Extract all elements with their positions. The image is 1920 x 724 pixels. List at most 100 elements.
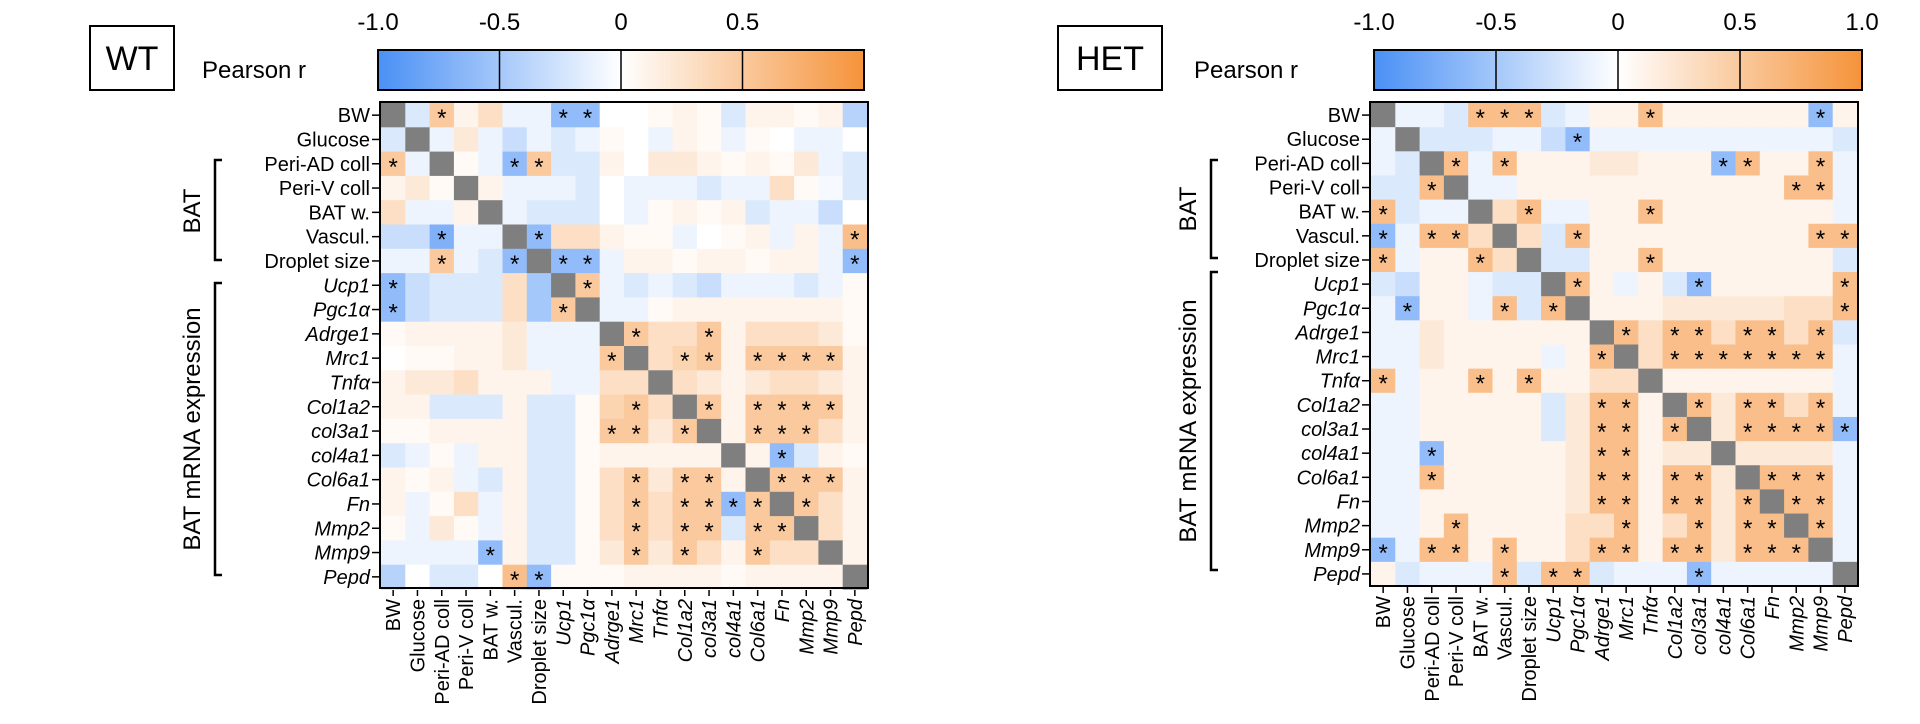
wt-heatmap-cell — [551, 443, 576, 469]
het-row-label: Mmp9 — [1304, 540, 1360, 562]
het-heatmap-cell — [1541, 247, 1566, 273]
het-heatmap-cell — [1541, 392, 1566, 418]
wt-heatmap-cell — [551, 491, 576, 517]
wt-heatmap-cell — [381, 394, 406, 420]
het-heatmap-cell — [1832, 441, 1858, 466]
het-significance-star: * — [1792, 419, 1801, 446]
het-significance-star: * — [1767, 540, 1776, 567]
het-heatmap-cell — [1808, 368, 1834, 394]
het-heatmap-cell — [1419, 127, 1445, 152]
wt-significance-star: * — [704, 397, 713, 424]
het-heatmap-cell — [1395, 441, 1421, 466]
wt-heatmap-cell — [599, 467, 625, 493]
het-heatmap-cell — [1565, 513, 1591, 539]
wt-heatmap-cell — [478, 175, 504, 201]
wt-heatmap-cell — [624, 151, 649, 177]
het-heatmap-cell — [1614, 368, 1639, 394]
wt-heatmap-cell — [672, 564, 698, 590]
wt-heatmap-cell — [818, 540, 844, 566]
het-heatmap-cell — [1662, 175, 1688, 201]
wt-heatmap-cell — [745, 321, 771, 347]
het-heatmap-cell — [1686, 344, 1712, 370]
wt-heatmap-cell — [769, 297, 795, 323]
wt-heatmap-cell — [502, 127, 528, 153]
wt-col-label: Ucp1 — [553, 599, 575, 646]
het-heatmap-cell — [1589, 561, 1615, 587]
het-heatmap-cell — [1443, 344, 1469, 370]
het-significance-star: * — [1694, 540, 1703, 567]
wt-col-label: Tnfα — [650, 598, 672, 639]
het-heatmap-cell — [1735, 103, 1761, 128]
het-significance-star: * — [1670, 347, 1679, 374]
het-heatmap-cell — [1662, 465, 1688, 490]
het-heatmap-cell — [1614, 296, 1639, 321]
het-heatmap-cell — [1686, 175, 1712, 201]
wt-heatmap-cell — [453, 467, 479, 493]
het-heatmap-cell — [1443, 537, 1469, 563]
het-title-box — [1057, 25, 1163, 91]
wt-heatmap-cell — [818, 418, 844, 444]
het-heatmap-cell — [1492, 175, 1518, 201]
wt-heatmap-cell — [453, 443, 479, 469]
wt-heatmap-cell — [842, 321, 868, 347]
het-heatmap-cell — [1443, 368, 1469, 394]
wt-heatmap-cell — [672, 127, 698, 153]
wt-heatmap-cell — [672, 200, 698, 226]
wt-heatmap-cell — [599, 443, 625, 469]
het-heatmap-cell — [1614, 127, 1639, 152]
het-heatmap-cell — [1395, 223, 1421, 249]
het-significance-star: * — [1427, 540, 1436, 567]
wt-heatmap-cell — [842, 346, 868, 371]
het-heatmap-cell — [1395, 344, 1421, 370]
het-heatmap-cell — [1371, 272, 1396, 297]
het-heatmap-cell — [1419, 199, 1445, 225]
het-heatmap-cell — [1832, 416, 1858, 442]
het-heatmap-cell — [1395, 199, 1421, 225]
het-heatmap-cell — [1395, 465, 1421, 490]
het-heatmap-cell — [1711, 489, 1737, 515]
het-heatmap-cell — [1565, 537, 1591, 563]
wt-heatmap-cell — [672, 103, 698, 128]
het-heatmap-cell — [1516, 561, 1542, 587]
het-heatmap-cell — [1589, 489, 1615, 515]
wt-significance-star: * — [607, 421, 616, 448]
het-heatmap-cell — [1735, 247, 1761, 273]
wt-heatmap-cell — [551, 103, 576, 128]
het-heatmap-cell — [1492, 368, 1518, 394]
wt-heatmap-cell — [769, 321, 795, 347]
het-significance-star: * — [1694, 395, 1703, 422]
wt-col-label: Mmp9 — [821, 599, 843, 655]
wt-col-label: Peri-V coll — [456, 599, 478, 690]
het-colorbar-label: Pearson r — [1194, 57, 1298, 84]
het-heatmap-cell — [1735, 272, 1761, 297]
wt-col-label: Droplet size — [529, 599, 551, 705]
het-heatmap-cell — [1516, 489, 1542, 515]
wt-heatmap-cell — [405, 151, 431, 177]
wt-heatmap-cell — [381, 516, 406, 541]
wt-heatmap-cell — [721, 516, 747, 541]
wt-significance-star: * — [631, 543, 640, 570]
het-heatmap-cell — [1419, 465, 1445, 490]
wt-heatmap-cell — [478, 394, 504, 420]
wt-heatmap-cell — [818, 127, 844, 153]
het-expression-group-label: BAT mRNA expression — [1175, 299, 1202, 542]
wt-heatmap-cell — [381, 248, 406, 274]
wt-significance-star: * — [680, 518, 689, 545]
het-significance-star: * — [1767, 419, 1776, 446]
wt-heatmap-cell — [575, 540, 601, 566]
wt-heatmap-cell — [381, 175, 406, 201]
wt-heatmap-cell — [842, 418, 868, 444]
het-heatmap-cell — [1784, 489, 1809, 515]
het-heatmap-cell — [1784, 368, 1809, 394]
het-col-label: Droplet size — [1519, 596, 1541, 702]
wt-significance-star: * — [559, 300, 568, 327]
het-heatmap-cell — [1638, 441, 1664, 466]
wt-heatmap-cell — [721, 346, 747, 371]
wt-heatmap-cell — [599, 564, 625, 590]
het-heatmap-cell — [1735, 416, 1761, 442]
wt-heatmap-cell — [599, 175, 625, 201]
wt-heatmap-cell — [551, 394, 576, 420]
wt-heatmap-cell — [502, 103, 528, 128]
wt-heatmap-cell — [745, 297, 771, 323]
het-heatmap-cell — [1419, 296, 1445, 321]
